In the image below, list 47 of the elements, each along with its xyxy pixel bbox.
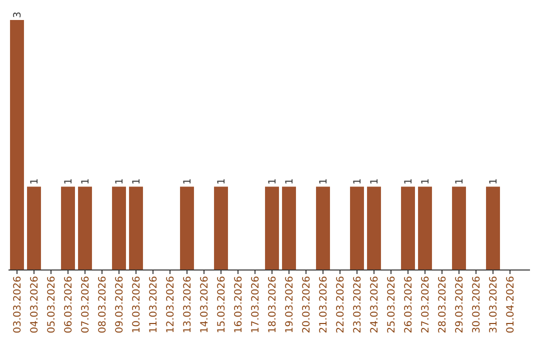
x-tick-label: 29.03.2026 bbox=[454, 276, 466, 334]
x-tick-label: 10.03.2026 bbox=[132, 276, 142, 334]
data-label: 1 bbox=[80, 178, 92, 185]
data-label: 1 bbox=[352, 178, 364, 185]
x-tick-label: 27.03.2026 bbox=[420, 276, 432, 334]
x-tick-label: 09.03.2026 bbox=[114, 276, 126, 334]
data-label: 1 bbox=[420, 178, 432, 185]
x-tick-label: 25.03.2026 bbox=[386, 276, 398, 334]
data-label: 1 bbox=[30, 178, 40, 185]
x-tick-label: 13.03.2026 bbox=[182, 276, 194, 334]
data-label: 1 bbox=[216, 178, 228, 185]
data-label: 1 bbox=[370, 178, 380, 185]
x-tick-label: 28.03.2026 bbox=[438, 276, 448, 334]
x-tick-label: 14.03.2026 bbox=[200, 276, 210, 334]
x-tick-label: 03.03.2026 bbox=[12, 276, 24, 334]
data-label: 1 bbox=[182, 178, 194, 185]
data-label: 1 bbox=[132, 178, 142, 185]
x-tick-label: 17.03.2026 bbox=[250, 276, 262, 334]
x-tick-label: 20.03.2026 bbox=[302, 276, 312, 334]
x-tick-label: 24.03.2026 bbox=[370, 276, 380, 334]
data-label: 1 bbox=[268, 178, 278, 185]
x-tick-label: 26.03.2026 bbox=[404, 276, 414, 334]
x-tick-label: 12.03.2026 bbox=[166, 276, 176, 334]
x-tick-label: 16.03.2026 bbox=[234, 276, 244, 334]
data-label: 3 bbox=[12, 12, 24, 18]
x-tick-label: 11.03.2026 bbox=[148, 276, 160, 334]
data-label: 1 bbox=[488, 178, 500, 185]
x-tick-label: 30.03.2026 bbox=[472, 276, 482, 334]
x-tick-label: 21.03.2026 bbox=[318, 276, 330, 334]
data-label: 1 bbox=[404, 178, 414, 185]
data-label: 1 bbox=[114, 178, 126, 185]
x-tick-label: 01.04.2026 bbox=[506, 276, 516, 334]
x-tick-label: 31.03.2026 bbox=[488, 276, 500, 334]
data-label: 1 bbox=[64, 178, 74, 185]
x-tick-label: 07.03.2026 bbox=[80, 276, 92, 334]
data-label: 1 bbox=[454, 178, 466, 185]
x-tick-label: 23.03.2026 bbox=[352, 276, 364, 334]
data-label: 1 bbox=[284, 178, 296, 185]
x-tick-label: 04.03.2026 bbox=[30, 276, 40, 334]
x-tick-label: 15.03.2026 bbox=[216, 276, 228, 334]
x-tick-label: 05.03.2026 bbox=[46, 276, 58, 334]
data-label: 1 bbox=[318, 178, 330, 185]
x-tick-label: 19.03.2026 bbox=[284, 276, 296, 334]
x-tick-label: 08.03.2026 bbox=[98, 276, 108, 334]
x-tick-label: 18.03.2026 bbox=[268, 276, 278, 334]
x-tick-label: 06.03.2026 bbox=[64, 276, 74, 334]
x-tick-label: 22.03.2026 bbox=[336, 276, 346, 334]
